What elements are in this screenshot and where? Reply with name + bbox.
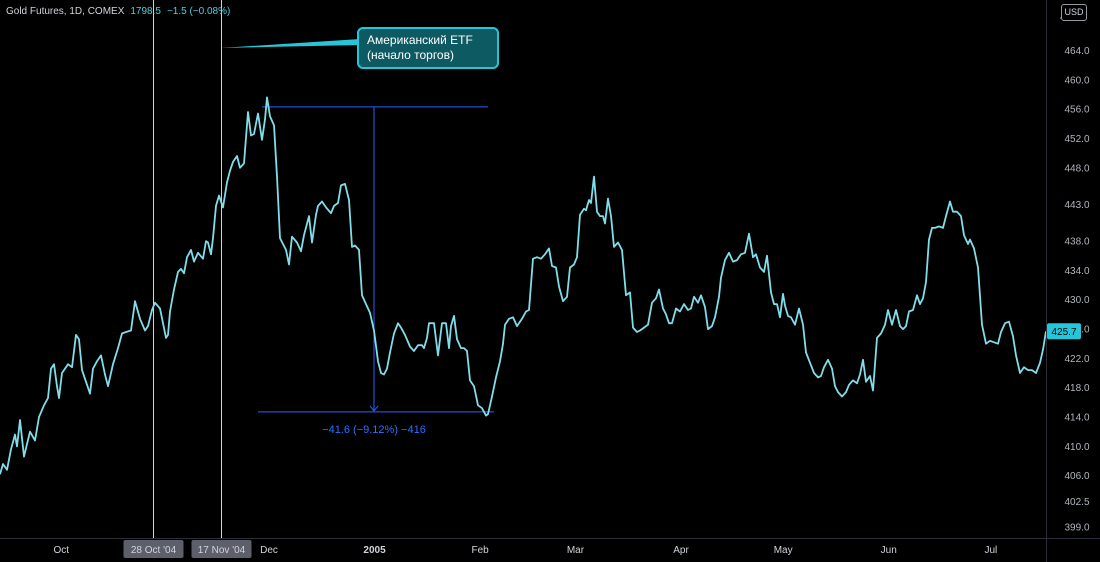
- symbol-title: Gold Futures, 1D, COMEX: [6, 6, 125, 17]
- date-marker-badge: [191, 540, 252, 558]
- x-tick-label: 2005: [363, 545, 386, 556]
- x-tick-label: Jun: [881, 545, 897, 556]
- chart-header: Gold Futures, 1D, COMEX 1798.5 −1.5 (−0.08…: [6, 6, 230, 17]
- measure-arrow-head: [369, 405, 379, 412]
- y-tick-label: 430.0: [1064, 295, 1089, 306]
- y-tick-label: 443.0: [1064, 200, 1089, 211]
- time-axis[interactable]: Oct Dec 2005 Feb Mar Apr May Jun Jul: [0, 538, 1100, 557]
- date-marker-label: 28 Oct '04: [131, 545, 177, 556]
- y-tick-label: 460.0: [1064, 75, 1089, 86]
- y-tick-label: 452.0: [1064, 134, 1089, 145]
- y-tick-label: 399.0: [1064, 523, 1089, 534]
- date-marker-badge: [123, 540, 184, 558]
- annotation-line-1: Американский ETF: [367, 33, 473, 47]
- last-price-label: 425.7: [1051, 327, 1076, 338]
- y-tick-label: 402.5: [1064, 497, 1089, 508]
- x-tick-label: Jul: [984, 545, 997, 556]
- x-tick-label: Oct: [54, 545, 70, 556]
- x-tick-label: Mar: [567, 545, 585, 556]
- y-tick-label: 418.0: [1064, 383, 1089, 394]
- annotation-line-2: (начало торгов): [367, 48, 454, 62]
- y-tick-label: 414.0: [1064, 413, 1089, 424]
- annotation-leader-line: [220, 39, 360, 48]
- date-marker-label: 17 Nov '04: [198, 545, 246, 556]
- currency-button[interactable]: USD: [1061, 4, 1087, 21]
- last-price-value: 1798.5: [130, 6, 161, 17]
- y-tick-label: 438.0: [1064, 237, 1089, 248]
- last-price-badge: [1047, 323, 1081, 340]
- price-line: [0, 96, 1047, 475]
- date-marker-labels: 28 Oct '04 17 Nov '04: [123, 540, 252, 558]
- x-tick-label: Apr: [673, 545, 689, 556]
- price-range-measure: −41.6 (−9.12%) −416: [258, 106, 494, 436]
- y-tick-label: 410.0: [1064, 442, 1089, 453]
- price-change: −1.5 (−0.08%): [166, 6, 231, 17]
- y-tick-label: 434.0: [1064, 266, 1089, 277]
- y-tick-label: 464.0: [1064, 46, 1089, 57]
- x-tick-label: May: [774, 545, 793, 556]
- measure-label: −41.6 (−9.12%) −416: [322, 424, 426, 436]
- x-tick-label: Dec: [260, 545, 278, 556]
- x-tick-label: Feb: [471, 545, 489, 556]
- y-tick-label: 406.0: [1064, 471, 1089, 482]
- y-tick-label: 448.0: [1064, 163, 1089, 174]
- y-tick-label: 422.0: [1064, 354, 1089, 365]
- price-axis[interactable]: 464.0 460.0 456.0 452.0 448.0 443.0 438.0 434.0…: [1046, 0, 1090, 562]
- y-tick-label: 456.0: [1064, 105, 1089, 116]
- etf-annotation[interactable]: Американский ETF (начало торгов): [357, 27, 499, 69]
- date-marker-lines: [153, 0, 222, 538]
- last-price-tag: 425.7: [1047, 323, 1081, 340]
